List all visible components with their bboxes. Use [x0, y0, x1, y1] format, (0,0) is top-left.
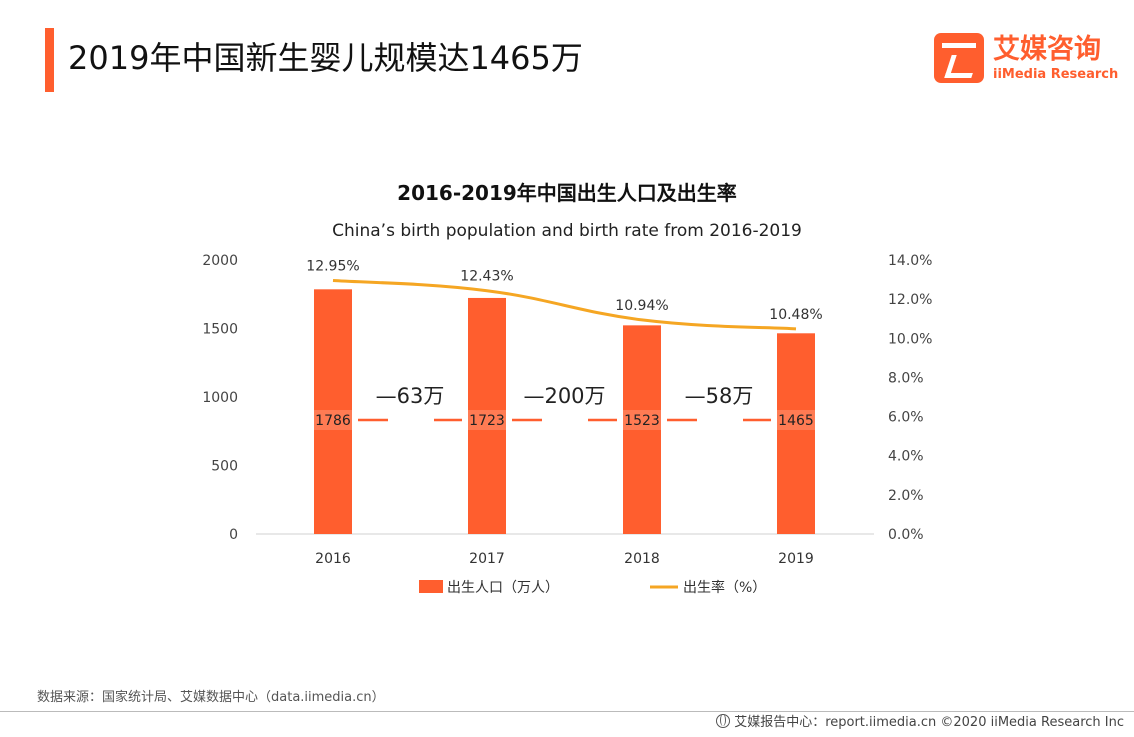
birth-chart: 2016-2019年中国出生人口及出生率 China’s birth popula… — [202, 181, 932, 596]
x-tick-label: 2019 — [778, 551, 814, 567]
bar-value-label: 1465 — [778, 413, 814, 429]
bar-value-label: 1723 — [469, 413, 505, 429]
bar-label-bg — [775, 410, 817, 430]
x-tick-label: 2018 — [624, 551, 660, 567]
bar-label-bg — [466, 410, 508, 430]
difference-label: —63万 — [376, 384, 445, 408]
difference-label: —200万 — [523, 384, 605, 408]
y2-tick-label: 14.0% — [888, 253, 932, 269]
y-tick-label: 1000 — [202, 390, 238, 406]
line-value-label: 12.43% — [460, 269, 513, 285]
line-value-label: 12.95% — [306, 259, 359, 275]
y2-tick-label: 12.0% — [888, 292, 932, 308]
bar — [314, 289, 352, 534]
bar-value-label: 1786 — [315, 413, 351, 429]
y2-tick-label: 6.0% — [888, 410, 924, 426]
data-source: 数据来源：国家统计局、艾媒数据中心（data.iimedia.cn） — [37, 690, 385, 705]
legend-label-bar: 出生人口（万人） — [447, 580, 559, 596]
birth-rate-line — [332, 279, 797, 331]
y-tick-label: 1500 — [202, 322, 238, 338]
footer-credit: 艾媒报告中心：report.iimedia.cn ©2020 iiMedia R… — [716, 713, 1124, 732]
bar-label-bg — [312, 410, 354, 430]
y-tick-label: 500 — [211, 459, 238, 475]
footer-credit-text: 艾媒报告中心：report.iimedia.cn ©2020 iiMedia R… — [734, 715, 1124, 730]
difference-label: —58万 — [685, 384, 754, 408]
bar-label-bg — [621, 410, 663, 430]
logo-text-en: iiMedia Research — [993, 67, 1119, 82]
title-accent-bar — [45, 28, 54, 92]
y-tick-label: 0 — [229, 527, 238, 543]
bar — [468, 297, 506, 534]
chart-title: 2016-2019年中国出生人口及出生率 — [397, 181, 737, 205]
y2-tick-label: 2.0% — [888, 488, 924, 504]
brand-logo: 艾媒咨询 iiMedia Research — [934, 33, 1119, 89]
y2-tick-label: 8.0% — [888, 370, 924, 386]
page-title: 2019年中国新生婴儿规模达1465万 — [68, 39, 583, 77]
line-value-label: 10.94% — [615, 298, 668, 314]
globe-icon — [716, 713, 731, 728]
x-tick-label: 2017 — [469, 551, 505, 567]
bar — [777, 333, 815, 534]
y-tick-label: 2000 — [202, 253, 238, 269]
y2-tick-label: 10.0% — [888, 331, 932, 347]
legend-swatch-bar — [419, 580, 443, 593]
logo-text-cn: 艾媒咨询 — [993, 34, 1101, 65]
bar-value-label: 1523 — [624, 413, 660, 429]
y2-tick-label: 0.0% — [888, 527, 924, 543]
bar — [623, 325, 661, 534]
footer-divider — [0, 711, 1134, 712]
y2-tick-label: 4.0% — [888, 449, 924, 465]
x-tick-label: 2016 — [315, 551, 351, 567]
line-value-label: 10.48% — [769, 307, 822, 323]
logo-mark-icon — [934, 33, 984, 83]
chart-subtitle: China’s birth population and birth rate … — [332, 221, 802, 241]
legend-label-line: 出生率（%） — [683, 579, 766, 596]
